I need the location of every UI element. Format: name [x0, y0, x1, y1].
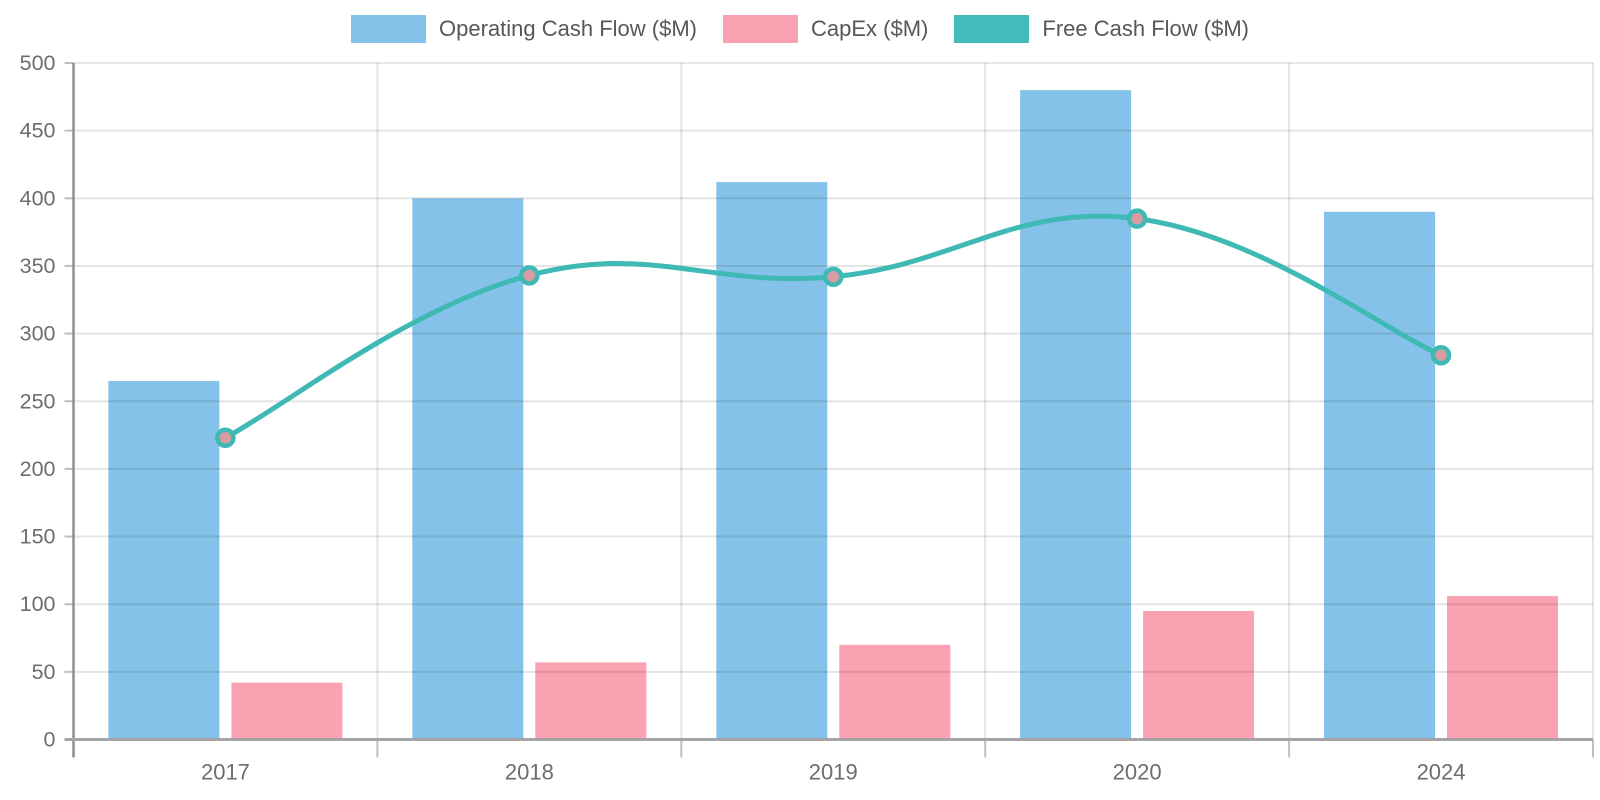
- y-tick-label: 250: [20, 389, 56, 413]
- bar-series-operating-cash-flow-m: [108, 90, 1435, 740]
- legend-label: Free Cash Flow ($M): [1042, 16, 1249, 41]
- legend-item-capex-m[interactable]: CapEx ($M): [723, 15, 928, 43]
- line-point-2020[interactable]: [1126, 208, 1148, 229]
- line-point-2019[interactable]: [823, 266, 844, 288]
- legend-swatch-capex-m: [723, 15, 799, 43]
- bar-capex-m-2024[interactable]: [1447, 596, 1558, 740]
- legend-label: CapEx ($M): [811, 16, 929, 41]
- y-tick-label: 400: [20, 186, 56, 210]
- y-tick-labels: 0 50 100 150 200 250 300 350 400 450 500: [20, 51, 56, 752]
- line-point-2018[interactable]: [519, 265, 540, 286]
- y-tick-label: 0: [44, 728, 56, 752]
- axes: [64, 63, 1593, 758]
- bar-operating-cash-flow-m-2017[interactable]: [108, 381, 220, 740]
- chart-legend: Operating Cash Flow ($M) CapEx ($M) Free C…: [0, 10, 1600, 48]
- line-point-2024[interactable]: [1430, 344, 1452, 366]
- y-tick-label: 100: [20, 592, 56, 616]
- y-tick-label: 50: [32, 660, 56, 684]
- bar-operating-cash-flow-m-2020[interactable]: [1020, 90, 1132, 740]
- bar-capex-m-2018[interactable]: [535, 662, 647, 740]
- bar-operating-cash-flow-m-2024[interactable]: [1324, 211, 1435, 740]
- y-tick-label: 200: [20, 457, 56, 481]
- bar-capex-m-2017[interactable]: [231, 682, 343, 740]
- bar-capex-m-2019[interactable]: [839, 644, 951, 740]
- legend-item-operating-cash-flow-m[interactable]: Operating Cash Flow ($M): [351, 15, 697, 43]
- bar-series-capex-m: [231, 596, 1558, 740]
- line-point-2017[interactable]: [215, 427, 236, 449]
- x-tick-labels: 2017 2018 2019 2020 2024: [201, 760, 1466, 785]
- x-tick-label-2024: 2024: [1417, 760, 1466, 785]
- x-tick-label-2017: 2017: [201, 760, 250, 785]
- y-tick-label: 300: [20, 322, 56, 346]
- legend-label: Operating Cash Flow ($M): [439, 16, 698, 41]
- y-tick-label: 500: [20, 51, 56, 75]
- bar-capex-m-2020[interactable]: [1143, 611, 1255, 740]
- x-tick-label-2020: 2020: [1113, 760, 1162, 785]
- y-ticks: [64, 62, 74, 741]
- y-tick-label: 450: [20, 119, 56, 143]
- line-series-free-cash-flow-m: [215, 208, 1452, 449]
- line-path-free-cash-flow-m: [222, 213, 1444, 441]
- y-tick-label: 150: [20, 525, 56, 549]
- y-tick-label: 350: [20, 254, 56, 278]
- legend-item-free-cash-flow-m[interactable]: Free Cash Flow ($M): [954, 15, 1249, 43]
- x-tick-label-2019: 2019: [809, 760, 858, 785]
- x-tick-label-2018: 2018: [505, 760, 554, 785]
- legend-swatch-free-cash-flow-m: [954, 15, 1030, 43]
- legend-swatch-operating-cash-flow-m: [351, 15, 427, 43]
- y-gridlines: [73, 62, 1593, 673]
- bar-operating-cash-flow-m-2018[interactable]: [412, 198, 524, 740]
